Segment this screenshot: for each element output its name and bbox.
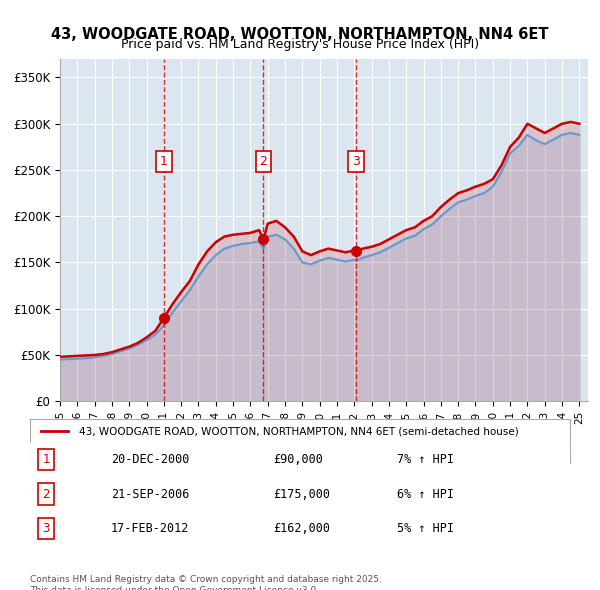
Text: 2: 2 (43, 487, 50, 501)
Text: 6% ↑ HPI: 6% ↑ HPI (397, 487, 454, 501)
Text: 21-SEP-2006: 21-SEP-2006 (111, 487, 190, 501)
Text: Contains HM Land Registry data © Crown copyright and database right 2025.
This d: Contains HM Land Registry data © Crown c… (30, 575, 382, 590)
Text: 1: 1 (160, 155, 168, 168)
Text: £175,000: £175,000 (273, 487, 330, 501)
Text: 3: 3 (43, 522, 50, 535)
Text: 3: 3 (352, 155, 360, 168)
Text: 5% ↑ HPI: 5% ↑ HPI (397, 522, 454, 535)
Text: 7% ↑ HPI: 7% ↑ HPI (397, 453, 454, 466)
Text: £90,000: £90,000 (273, 453, 323, 466)
Text: 1: 1 (43, 453, 50, 466)
Text: Price paid vs. HM Land Registry's House Price Index (HPI): Price paid vs. HM Land Registry's House … (121, 38, 479, 51)
Text: 17-FEB-2012: 17-FEB-2012 (111, 522, 190, 535)
Text: 43, WOODGATE ROAD, WOOTTON, NORTHAMPTON, NN4 6ET: 43, WOODGATE ROAD, WOOTTON, NORTHAMPTON,… (51, 27, 549, 41)
Text: 20-DEC-2000: 20-DEC-2000 (111, 453, 190, 466)
Text: HPI: Average price, semi-detached house, West Northamptonshire: HPI: Average price, semi-detached house,… (79, 446, 424, 455)
Text: 43, WOODGATE ROAD, WOOTTON, NORTHAMPTON, NN4 6ET (semi-detached house): 43, WOODGATE ROAD, WOOTTON, NORTHAMPTON,… (79, 427, 518, 436)
Text: £162,000: £162,000 (273, 522, 330, 535)
Text: 2: 2 (259, 155, 268, 168)
